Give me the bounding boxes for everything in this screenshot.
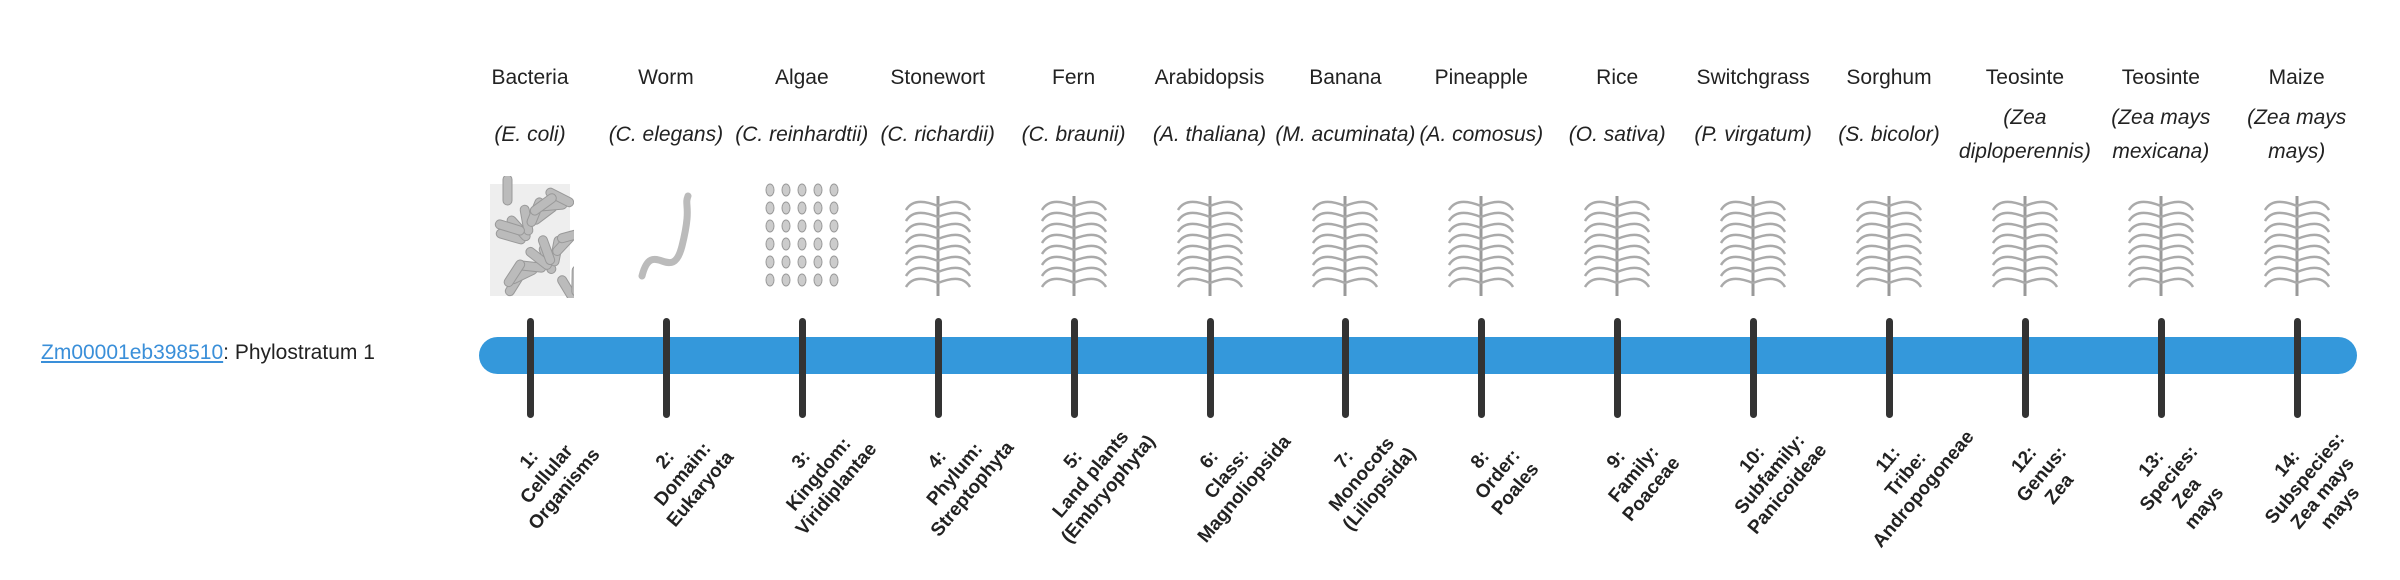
organism-scientific-name: (A. comosus) [1419,123,1544,146]
organism-common-name: Switchgrass [1696,66,1810,89]
phylostratum-text: : Phylostratum 1 [223,341,375,364]
switchgrass-icon [1720,196,1787,296]
organism-common-name: Bacteria [491,66,569,89]
stratum-tick [798,318,806,418]
organism-scientific-name: (A. thaliana) [1152,123,1267,146]
stratum-tick [1886,318,1893,418]
organism-scientific-name: (C. braunii) [1021,123,1126,146]
bacteria-icon [490,176,574,298]
stratum-rank-label: 11: Tribe: Andropogoneae [1831,395,1980,554]
stonewort-icon [904,196,971,296]
teosinte-icon [1991,196,2058,296]
stratum-tick [934,318,942,418]
stratum-tick [1614,318,1622,418]
stratum-rank-label: 8: Order: Poales [1424,395,1573,554]
organism-scientific-name: (Zea mays mays) [2247,106,2347,163]
algae-icon [765,183,839,287]
organism-common-name: Arabidopsis [1154,66,1265,89]
pineapple-icon [1448,196,1515,296]
stratum-rank-label: 9: Family: Poaceae [1560,395,1709,554]
fern-icon [1040,196,1107,296]
organism-common-name: Banana [1309,66,1382,89]
stratum-rank-label: 12: Genus: Zea [1967,395,2116,554]
organism-common-name: Stonewort [890,66,985,89]
stratum-rank-label: 14: Subspecies: Zea mays mays [2230,399,2397,573]
stratum-tick [1206,318,1214,418]
stratum-rank-label: 13: Species: Zea mays [2094,399,2261,573]
organism-common-name: Pineapple [1434,66,1528,89]
stratum-tick [527,318,534,418]
organism-common-name: Fern [1052,66,1096,89]
organism-scientific-name: (Zea mays mexicana) [2111,106,2211,163]
stratum-rank-label: 2: Domain: Eukaryota [608,395,757,554]
stratum-rank-label: 10: Subfamily: Panicoideae [1695,395,1844,554]
teosinte-icon [2127,196,2194,296]
stratum-rank-label: 1: Cellular Organisms [472,395,621,554]
organism-common-name: Rice [1596,66,1639,89]
organism-scientific-name: (P. virgatum) [1694,123,1812,146]
stratum-rank-label: 4: Phylum: Streptophyta [880,395,1029,554]
stratum-tick [1478,318,1486,418]
organism-scientific-name: (O. sativa) [1568,123,1666,146]
stratum-rank-label: 6: Class: Magnoliopsida [1152,395,1301,554]
organism-common-name: Sorghum [1846,66,1932,89]
arabidopsis-icon [1176,196,1243,296]
phylostratum-timeline-bar [479,337,2357,374]
organism-scientific-name: (Zea diploperennis) [1958,106,2091,163]
sorghum-icon [1855,196,1923,296]
stratum-tick [1070,318,1078,418]
stratum-tick [1750,318,1758,418]
stratum-tick [662,318,670,418]
organism-common-name: Teosinte [2121,66,2200,89]
gene-id-link[interactable]: Zm00001eb398510 [41,341,224,364]
stratum-tick [1342,318,1350,418]
organism-scientific-name: (C. elegans) [608,123,724,146]
organism-scientific-name: (C. reinhardtii) [735,123,869,146]
organism-scientific-name: (S. bicolor) [1838,123,1940,146]
rice-icon [1584,196,1651,296]
banana-icon [1312,196,1379,296]
worm-icon [638,192,692,280]
organism-common-name: Maize [2268,66,2325,89]
maize-icon [2263,196,2330,296]
organism-scientific-name: (M. acuminata) [1275,123,1416,146]
stratum-rank-label: 5: Land plants (Embryophyta) [1016,395,1165,554]
organism-scientific-name: (E. coli) [494,123,566,146]
stratum-rank-label: 7: Monocots (Liliopsida) [1288,395,1437,554]
stratum-tick [2293,318,2301,418]
organism-common-name: Algae [774,66,829,89]
stratum-tick [2157,318,2165,418]
organism-scientific-name: (C. richardii) [880,123,995,146]
gene-label: Zm00001eb398510: Phylostratum 1 [41,341,375,365]
stratum-tick [2021,318,2029,418]
organism-common-name: Worm [638,66,694,89]
stratum-rank-label: 3: Kingdom: Viridiplantae [744,395,893,554]
organism-common-name: Teosinte [1985,66,2064,89]
